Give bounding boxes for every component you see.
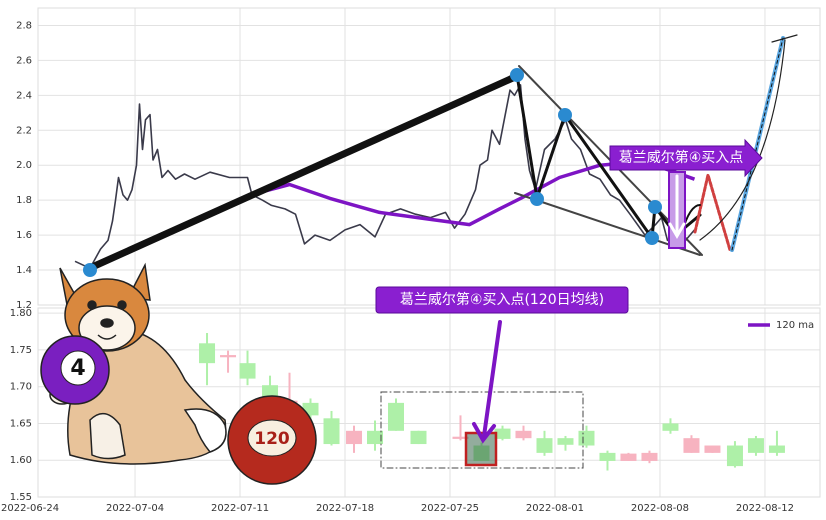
candle-body: [662, 423, 679, 431]
candle-body: [683, 438, 700, 453]
x-tick-label: 2022-07-11: [211, 503, 269, 514]
annotation-text: 葛兰威尔第④买入点: [619, 149, 744, 166]
y-tick-label: 1.8: [16, 195, 32, 206]
y-tick-label: 1.80: [10, 308, 32, 319]
x-tick-label: 2022-08-08: [631, 503, 689, 514]
annotation-box: [375, 286, 629, 314]
candle-body: [220, 355, 237, 358]
legend: 120 ma: [748, 320, 814, 331]
x-tick-label: 2022-07-18: [316, 503, 374, 514]
y-tick-label: 2.4: [16, 90, 32, 101]
y-tick-label: 1.65: [10, 418, 32, 429]
y-tick-label: 2.8: [16, 20, 32, 31]
candle-body: [578, 430, 595, 446]
candle-body: [323, 418, 340, 445]
candle-body: [641, 452, 658, 461]
annotation-text: 葛兰威尔第④买入点(120日均线): [400, 291, 604, 308]
y-tick-label: 1.4: [16, 265, 32, 276]
y-tick-label: 1.55: [10, 492, 32, 503]
dog-illustration: [49, 262, 227, 465]
purple-ball: 4: [40, 335, 110, 405]
y-tick-label: 1.60: [10, 455, 32, 466]
candle-body: [557, 438, 574, 445]
y-tick-label: 1.70: [10, 382, 32, 393]
y-tick-label: 2.0: [16, 160, 32, 171]
candle-body: [704, 445, 721, 453]
candle-body: [452, 436, 469, 439]
annotation-arrow: [609, 138, 763, 178]
candle-body: [494, 428, 511, 439]
ball-label: 4: [70, 356, 85, 381]
candle-body: [768, 445, 785, 453]
candle-body: [726, 445, 743, 467]
candle-body: [410, 430, 427, 445]
y-tick-label: 2.6: [16, 55, 32, 66]
y-tick-label: 2.2: [16, 125, 32, 136]
series-line: [74, 84, 696, 270]
candle-body: [367, 430, 384, 445]
legend-label: 120 ma: [776, 320, 814, 331]
x-tick-label: 2022-07-25: [421, 503, 479, 514]
candle-body: [536, 438, 553, 453]
y-tick-label: 1.2: [16, 300, 32, 311]
x-tick-label: 2022-06-24: [1, 503, 59, 514]
trend-drawings: [83, 34, 798, 469]
candle-body: [620, 453, 637, 461]
x-tick-label: 2022-08-12: [736, 503, 794, 514]
y-tick-label: 1.75: [10, 345, 32, 356]
candle-body: [747, 438, 764, 453]
candle-body: [199, 343, 216, 364]
x-tick-label: 2022-08-01: [526, 503, 584, 514]
x-tick-label: 2022-07-04: [106, 503, 164, 514]
candle-body: [346, 430, 363, 445]
candle-body: [239, 363, 256, 379]
red-ball: 120: [227, 395, 317, 485]
y-tick-label: 1.6: [16, 230, 32, 241]
candle-body: [388, 402, 405, 431]
ball-label: 120: [254, 429, 290, 449]
candle-body: [515, 430, 532, 439]
candle-body: [599, 452, 616, 461]
